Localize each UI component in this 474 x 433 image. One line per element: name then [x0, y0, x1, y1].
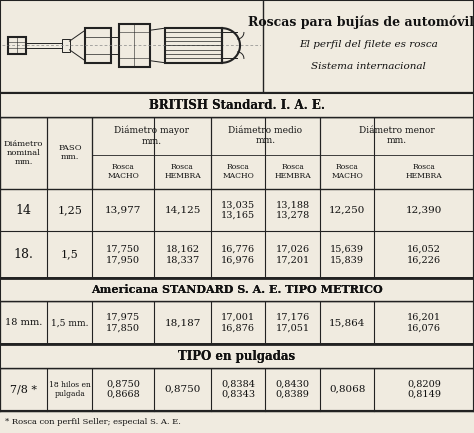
Text: 18,187: 18,187: [164, 318, 201, 327]
Text: Roscas para bujías de automóviles: Roscas para bujías de automóviles: [248, 16, 474, 29]
Text: PASO
mm.: PASO mm.: [58, 144, 82, 162]
Text: 1,5: 1,5: [61, 249, 79, 259]
Text: 18 mm.: 18 mm.: [5, 318, 42, 327]
Bar: [118, 24, 150, 67]
Text: 18.: 18.: [14, 248, 34, 261]
Text: Rosca
MACHO: Rosca MACHO: [108, 163, 139, 180]
Text: 17,001
16,876: 17,001 16,876: [221, 313, 255, 333]
Text: 15,639
15,839: 15,639 15,839: [330, 245, 364, 264]
Bar: [26, 43, 62, 48]
Text: Diámetro medio
mm.: Diámetro medio mm.: [228, 126, 302, 145]
Bar: [8, 37, 26, 54]
Text: * Rosca con perfil Seller; especial S. A. E.: * Rosca con perfil Seller; especial S. A…: [5, 418, 181, 426]
Bar: [85, 28, 111, 63]
Text: 17,750
17,950: 17,750 17,950: [106, 245, 140, 264]
Text: 7/8 *: 7/8 *: [10, 385, 37, 394]
Text: Americana STANDARD S. A. E. TIPO METRICO: Americana STANDARD S. A. E. TIPO METRICO: [91, 284, 383, 295]
Text: 1,25: 1,25: [57, 205, 82, 215]
Text: Rosca
MACHO: Rosca MACHO: [222, 163, 254, 180]
Text: 17,026
17,201: 17,026 17,201: [275, 245, 310, 264]
Bar: [111, 37, 118, 54]
Text: TIPO en pulgadas: TIPO en pulgadas: [178, 349, 296, 362]
Text: 13,977: 13,977: [105, 206, 141, 215]
Text: Diámetro menor
mm.: Diámetro menor mm.: [359, 126, 435, 145]
Text: 18 hilos en
pulgada: 18 hilos en pulgada: [49, 381, 91, 398]
Bar: [165, 28, 222, 63]
Text: 0,8209
0,8149: 0,8209 0,8149: [407, 380, 441, 399]
Text: 12,250: 12,250: [329, 206, 365, 215]
Text: BRITISH Standard. I. A. E.: BRITISH Standard. I. A. E.: [149, 99, 325, 112]
Text: 0,8068: 0,8068: [329, 385, 365, 394]
Text: 17,975
17,850: 17,975 17,850: [106, 313, 140, 333]
Text: 14: 14: [16, 204, 32, 216]
Text: BRITISH Standard. I. A. E.: BRITISH Standard. I. A. E.: [149, 99, 325, 112]
Text: 16,052
16,226: 16,052 16,226: [407, 245, 441, 264]
Text: 16,201
16,076: 16,201 16,076: [407, 313, 441, 333]
Text: Diámetro
nominal
mm.: Diámetro nominal mm.: [4, 140, 44, 166]
Text: 0,8384
0,8343: 0,8384 0,8343: [221, 380, 255, 399]
Text: 0,8430
0,8389: 0,8430 0,8389: [276, 380, 310, 399]
Text: 12,390: 12,390: [406, 206, 442, 215]
Text: 13,035
13,165: 13,035 13,165: [221, 200, 255, 220]
Text: 17,176
17,051: 17,176 17,051: [275, 313, 310, 333]
Text: 15,864: 15,864: [329, 318, 365, 327]
Text: Rosca
MACHO: Rosca MACHO: [331, 163, 363, 180]
Text: 14,125: 14,125: [164, 206, 201, 215]
Bar: [62, 39, 70, 52]
Text: 1,5 mm.: 1,5 mm.: [51, 318, 89, 327]
Text: Americana STANDARD S. A. E. TIPO METRICO: Americana STANDARD S. A. E. TIPO METRICO: [91, 284, 383, 295]
Text: 16,776
16,976: 16,776 16,976: [221, 245, 255, 264]
Text: 0,8750
0,8668: 0,8750 0,8668: [106, 380, 140, 399]
Text: Rosca
HEMBRA: Rosca HEMBRA: [164, 163, 201, 180]
Text: Diámetro mayor
mm.: Diámetro mayor mm.: [114, 126, 189, 146]
Text: 18,162
18,337: 18,162 18,337: [165, 245, 200, 264]
Text: TIPO en pulgadas: TIPO en pulgadas: [178, 349, 296, 362]
Text: El perfil del filete es rosca: El perfil del filete es rosca: [299, 40, 438, 49]
Text: Rosca
HEMBRA: Rosca HEMBRA: [274, 163, 311, 180]
Text: Rosca
HEMBRA: Rosca HEMBRA: [406, 163, 443, 180]
Text: Sistema internacional: Sistema internacional: [311, 61, 426, 71]
Text: 13,188
13,278: 13,188 13,278: [275, 200, 310, 220]
Text: 0,8750: 0,8750: [164, 385, 201, 394]
